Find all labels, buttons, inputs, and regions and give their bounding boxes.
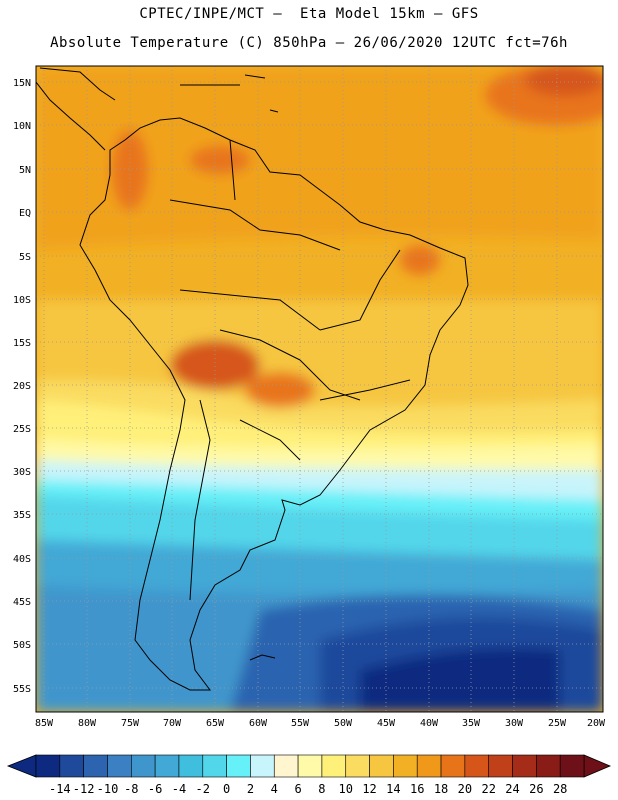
colorbar-swatch [559, 754, 585, 778]
lat-label: EQ [19, 208, 31, 219]
colorbar-swatch [226, 754, 251, 778]
colorbar-swatch [488, 754, 513, 778]
south-america-outline [79, 117, 469, 691]
colorbar-label: -14 [49, 782, 71, 796]
colorbar-label: -4 [172, 782, 186, 796]
lon-label: 75W [121, 718, 140, 729]
lon-label: 65W [206, 718, 225, 729]
colorbar-swatch [107, 754, 132, 778]
lat-label: 45S [13, 597, 31, 608]
colorbar-left-arrow [6, 754, 37, 778]
lon-label: 45W [377, 718, 396, 729]
title-line-1: CPTEC/INPE/MCT – Eta Model 15km – GFS [139, 6, 479, 22]
lon-label: 20W [587, 718, 606, 729]
lat-label: 50S [13, 640, 31, 651]
colorbar-swatch [512, 754, 537, 778]
colorbar-swatch [178, 754, 204, 778]
lon-label: 40W [420, 718, 439, 729]
lat-label: 55S [13, 684, 31, 695]
colorbar-swatch [464, 754, 489, 778]
colorbar-label: 10 [339, 782, 353, 796]
lat-label: 5S [19, 252, 31, 263]
colorbar-swatch [35, 754, 61, 778]
country-borders [169, 139, 411, 601]
colorbar-label: 12 [362, 782, 376, 796]
colorbar-label: 22 [481, 782, 495, 796]
lon-label: 70W [163, 718, 182, 729]
colorbar-label: -6 [148, 782, 162, 796]
lat-label: 35S [13, 510, 31, 521]
graticule [36, 66, 603, 712]
lon-label: 30W [505, 718, 524, 729]
colorbar-label: -8 [124, 782, 138, 796]
colorbar-swatch [416, 754, 442, 778]
latitude-labels: 15N 10N 5N EQ 5S 10S 15S 20S 25S 30S 35S… [13, 78, 31, 695]
coastlines [36, 67, 469, 691]
colorbar-swatch [440, 754, 466, 778]
temperature-field [36, 66, 603, 712]
colorbar-label: -10 [97, 782, 119, 796]
colorbar-label: 24 [505, 782, 519, 796]
colorbar-label: 8 [318, 782, 325, 796]
colorbar-label: 2 [247, 782, 254, 796]
colorbar-swatch [369, 754, 394, 778]
colorbar-label: 26 [529, 782, 543, 796]
lat-label: 30S [13, 467, 31, 478]
colorbar-swatch [83, 754, 108, 778]
lat-label: 15S [13, 338, 31, 349]
lat-label: 10N [13, 121, 31, 132]
colorbar-label: -2 [196, 782, 210, 796]
lon-label: 25W [548, 718, 567, 729]
colorbar-swatch [59, 754, 84, 778]
title-line-2: Absolute Temperature (C) 850hPa – 26/06/… [50, 35, 568, 51]
longitude-labels: 85W 80W 75W 70W 65W 60W 55W 50W 45W 40W … [35, 718, 606, 729]
colorbar-label: 20 [458, 782, 472, 796]
colorbar-label: 4 [271, 782, 278, 796]
colorbar-label: 18 [434, 782, 448, 796]
colorbar-label: 28 [553, 782, 567, 796]
colorbar: -14 -12 -10 -8 -6 -4 -2 0 2 4 6 8 10 12 14 16 18 20 22 24 26… [6, 754, 612, 796]
colorbar-swatch [131, 754, 156, 778]
colorbar-swatch [154, 754, 180, 778]
colorbar-swatch [345, 754, 370, 778]
colorbar-swatch [297, 754, 323, 778]
lat-label: 25S [13, 424, 31, 435]
colorbar-label: 6 [294, 782, 301, 796]
lon-label: 35W [462, 718, 481, 729]
falkland-islands [249, 654, 276, 661]
colorbar-swatch [273, 754, 299, 778]
lon-label: 60W [249, 718, 268, 729]
colorbar-right-arrow [583, 754, 612, 778]
lat-label: 20S [13, 381, 31, 392]
colorbar-swatch [393, 754, 418, 778]
lat-label: 15N [13, 78, 31, 89]
lon-label: 50W [334, 718, 353, 729]
lat-label: 5N [19, 165, 31, 176]
lon-label: 85W [35, 718, 54, 729]
lon-label: 80W [78, 718, 97, 729]
colorbar-swatch [536, 754, 561, 778]
lat-label: 10S [13, 295, 31, 306]
colorbar-label: 14 [386, 782, 400, 796]
central-america-outline [36, 67, 116, 151]
lat-label: 40S [13, 554, 31, 565]
colorbar-label: 0 [223, 782, 230, 796]
colorbar-swatch [321, 754, 347, 778]
lon-label: 55W [291, 718, 310, 729]
map-frame [35, 65, 604, 713]
colorbar-swatch [202, 754, 227, 778]
colorbar-swatch [250, 754, 275, 778]
colorbar-label: -12 [73, 782, 95, 796]
colorbar-label: 16 [410, 782, 424, 796]
caribbean-islands [180, 74, 279, 113]
